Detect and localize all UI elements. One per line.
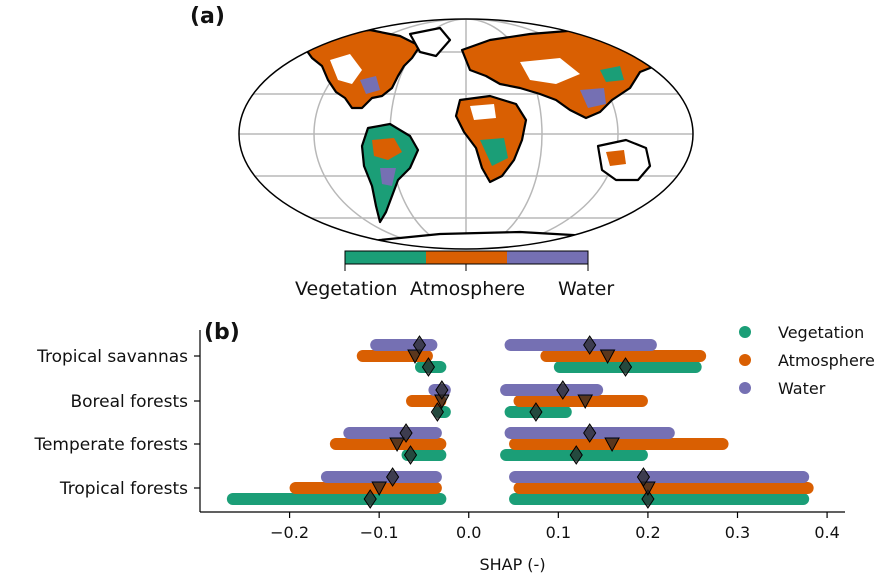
mean-marker-water [583, 423, 597, 443]
greenland [408, 26, 452, 58]
mean-marker-vegetation [363, 489, 377, 509]
x-tick-label: 0.3 [725, 523, 750, 542]
colorbar-label-vegetation: Vegetation [295, 278, 398, 300]
legend-marker-water [739, 382, 751, 394]
x-tick-label: −0.1 [360, 523, 399, 542]
mean-marker-vegetation [403, 445, 418, 465]
mean-marker-vegetation [641, 489, 655, 509]
strip-atmosphere-pos [513, 395, 648, 407]
strip-water-neg [320, 471, 442, 483]
panel-a-label: (a) [190, 4, 225, 29]
strip-vegetation-pos [509, 493, 810, 505]
strip-water-pos [504, 339, 657, 351]
legend-label-vegetation: Vegetation [778, 323, 864, 342]
mean-marker-vegetation [618, 357, 633, 377]
category-label: Boreal forests [70, 392, 188, 412]
mean-marker-vegetation [421, 357, 436, 377]
colorbar-vegetation [345, 251, 426, 264]
map-land [300, 26, 672, 249]
strip-water-pos [500, 384, 604, 396]
x-tick-label: 0.0 [456, 523, 481, 542]
mean-marker-water [583, 335, 597, 355]
x-tick-label: 0.4 [814, 523, 839, 542]
mean-marker-vegetation [569, 445, 583, 465]
x-tick-label: −0.2 [270, 523, 309, 542]
legend-marker-atmosphere [739, 354, 751, 366]
colorbar-label-atmosphere: Atmosphere [410, 278, 526, 300]
strip-water-neg [370, 339, 438, 351]
colorbar [344, 250, 589, 271]
category-label: Tropical forests [59, 479, 188, 499]
strip-atmosphere-pos [513, 482, 814, 494]
mean-marker-atmosphere [371, 481, 388, 497]
world-map [238, 18, 694, 271]
mean-marker-water [399, 423, 413, 443]
mean-marker-water [412, 335, 427, 355]
mean-marker-water [435, 380, 449, 400]
panel-b-label: (b) [204, 320, 240, 345]
mean-marker-atmosphere [599, 349, 616, 365]
strip-atmosphere-neg [329, 438, 447, 450]
legend-label-atmosphere: Atmosphere [778, 351, 875, 370]
mean-marker-atmosphere [604, 437, 620, 453]
mean-marker-water [556, 380, 570, 400]
mean-marker-atmosphere [389, 437, 405, 453]
colorbar-label-water: Water [558, 278, 615, 300]
mean-marker-vegetation [430, 402, 444, 422]
strip-vegetation-neg [226, 493, 447, 505]
strip-water-pos [509, 471, 810, 483]
legend-label-water: Water [778, 379, 826, 398]
mean-marker-water [386, 467, 400, 487]
x-tick-label: 0.2 [635, 523, 660, 542]
colorbar-atmosphere [426, 251, 507, 264]
strip-atmosphere-pos [509, 438, 729, 450]
colorbar-water [507, 251, 588, 264]
category-label: Tropical savannas [36, 347, 188, 367]
map-outline [238, 18, 694, 250]
mean-marker-vegetation [529, 402, 543, 422]
x-axis-title: SHAP (-) [479, 555, 545, 574]
mean-marker-water [636, 467, 651, 487]
mean-marker-atmosphere [577, 394, 594, 410]
x-tick-label: 0.1 [546, 523, 571, 542]
strip-water-neg [343, 427, 442, 439]
legend-marker-vegetation [739, 326, 751, 338]
strip-atmosphere-pos [540, 350, 707, 362]
strip-atmosphere-neg [289, 482, 442, 494]
category-label: Temperate forests [33, 435, 188, 455]
